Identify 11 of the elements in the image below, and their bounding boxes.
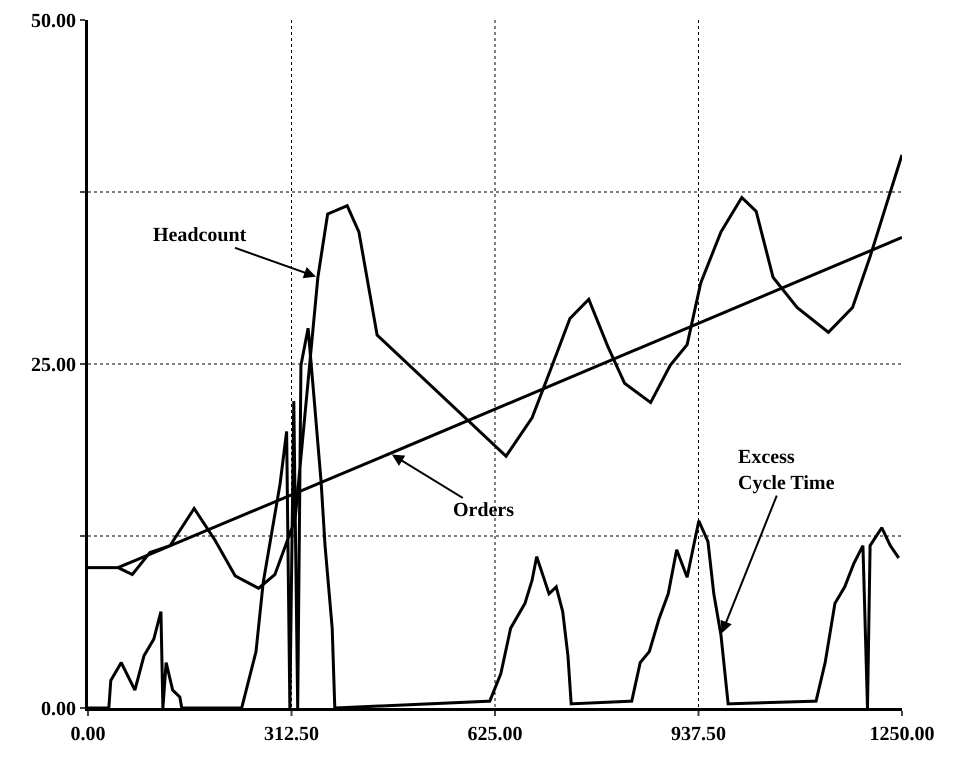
x-tick-label: 0.00 [70, 723, 106, 745]
x-tick-label: 625.00 [468, 723, 522, 745]
annotation: Excess Cycle Time [738, 446, 835, 494]
annotation: Headcount [153, 224, 247, 246]
y-tick-label: 25.00 [31, 354, 76, 376]
y-tick-label: 50.00 [31, 10, 76, 32]
y-tick-label: 0.00 [41, 698, 76, 720]
annotation: Orders [453, 499, 514, 521]
x-tick-label: 312.50 [264, 723, 319, 745]
x-tick-label: 1250.00 [870, 723, 934, 745]
x-tick-label: 937.50 [671, 723, 726, 745]
